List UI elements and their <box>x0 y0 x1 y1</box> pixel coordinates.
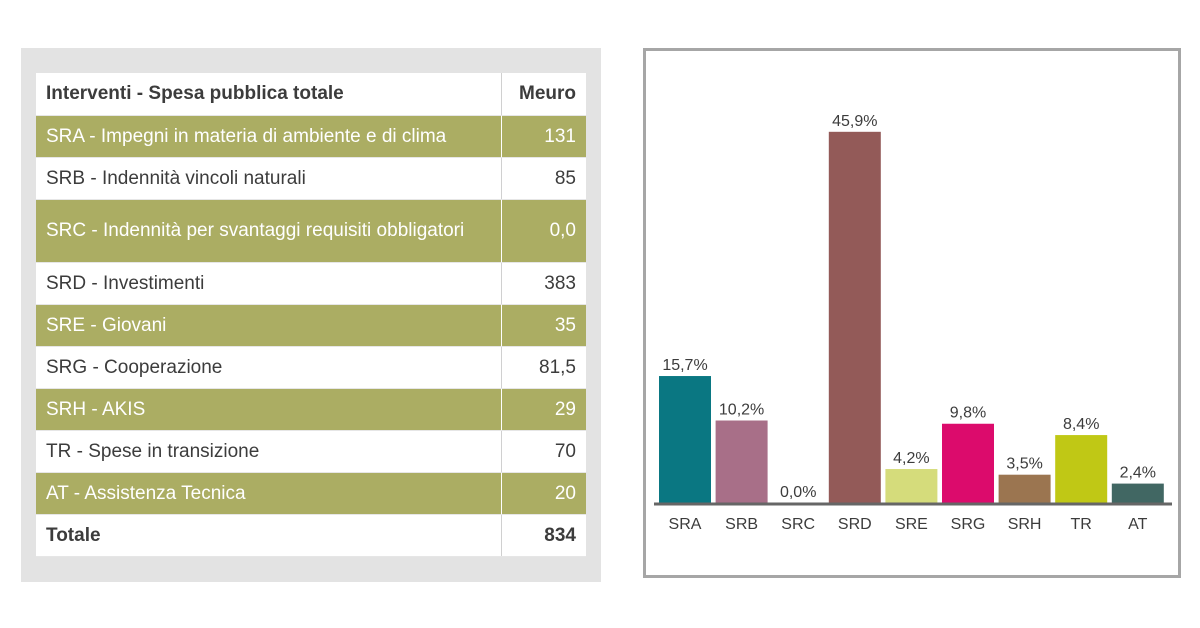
table-row: SRA - Impegni in materia di ambiente e d… <box>36 115 586 158</box>
total-value: 834 <box>501 514 586 557</box>
x-tick-label-tr: TR <box>1071 516 1092 533</box>
row-label: TR - Spese in transizione <box>36 430 502 473</box>
bar-srd <box>828 131 881 503</box>
data-label-src: 0,0% <box>780 484 816 501</box>
row-label: AT - Assistenza Tecnica <box>36 472 502 515</box>
bar-at <box>1111 483 1164 503</box>
bar-sra <box>659 376 711 503</box>
total-label: Totale <box>36 514 502 557</box>
row-label: SRG - Cooperazione <box>36 346 502 389</box>
row-value: 29 <box>501 388 586 431</box>
data-label-srg: 9,8% <box>950 405 986 422</box>
row-label: SRH - AKIS <box>36 388 502 431</box>
row-value: 0,0 <box>501 199 586 263</box>
data-label-sra: 15,7% <box>662 357 707 374</box>
table-row: SRC - Indennità per svantaggi requisiti … <box>36 199 586 263</box>
bar-sre <box>885 469 938 503</box>
table-total-row: Totale 834 <box>36 514 586 557</box>
row-label: SRC - Indennità per svantaggi requisiti … <box>36 199 502 263</box>
x-tick-label-srg: SRG <box>951 516 986 533</box>
table-header-row: Interventi - Spesa pubblica totale Meuro <box>36 73 586 116</box>
x-tick-label-srb: SRB <box>725 516 758 533</box>
data-label-sre: 4,2% <box>893 450 929 467</box>
chart-panel: 15,7% SRA 10,2% SRB 0,0% SRC 45,9% SRD 4,2% SRE 9,… <box>643 48 1181 578</box>
row-value: 383 <box>501 262 586 305</box>
row-label: SRE - Giovani <box>36 304 502 347</box>
x-tick-label-srh: SRH <box>1008 516 1042 533</box>
spending-table: Interventi - Spesa pubblica totale Meuro… <box>36 73 586 557</box>
row-value: 81,5 <box>501 346 586 389</box>
table-row: TR - Spese in transizione 70 <box>36 430 586 473</box>
x-tick-label-srd: SRD <box>838 516 872 533</box>
row-value: 70 <box>501 430 586 473</box>
table-row: AT - Assistenza Tecnica 20 <box>36 472 586 515</box>
header-unit: Meuro <box>501 73 586 116</box>
table-row: SRH - AKIS 29 <box>36 388 586 431</box>
data-label-srh: 3,5% <box>1006 456 1042 473</box>
row-value: 20 <box>501 472 586 515</box>
data-label-tr: 8,4% <box>1063 416 1099 433</box>
x-tick-label-sra: SRA <box>669 516 702 533</box>
x-tick-label-at: AT <box>1128 516 1147 533</box>
bar-chart: 15,7% SRA 10,2% SRB 0,0% SRC 45,9% SRD 4,2% SRE 9,… <box>654 113 1172 533</box>
row-label: SRB - Indennità vincoli naturali <box>36 157 502 200</box>
data-label-srd: 45,9% <box>832 113 877 130</box>
x-tick-label-sre: SRE <box>895 516 928 533</box>
data-label-srb: 10,2% <box>719 402 764 419</box>
bar-tr <box>1055 435 1108 503</box>
bar-srg <box>942 423 994 503</box>
x-tick-label-src: SRC <box>781 516 815 533</box>
row-value: 35 <box>501 304 586 347</box>
table-row: SRD - Investimenti 383 <box>36 262 586 305</box>
table-panel: Interventi - Spesa pubblica totale Meuro… <box>21 48 601 582</box>
table-row: SRB - Indennità vincoli naturali 85 <box>36 157 586 200</box>
row-value: 85 <box>501 157 586 200</box>
table-row: SRE - Giovani 35 <box>36 304 586 347</box>
bar-srb <box>715 420 768 503</box>
row-label: SRA - Impegni in materia di ambiente e d… <box>36 115 502 158</box>
table-row: SRG - Cooperazione 81,5 <box>36 346 586 389</box>
data-label-at: 2,4% <box>1120 465 1156 482</box>
header-label: Interventi - Spesa pubblica totale <box>36 73 502 116</box>
row-value: 131 <box>501 115 586 158</box>
bar-srh <box>998 474 1051 503</box>
row-label: SRD - Investimenti <box>36 262 502 305</box>
